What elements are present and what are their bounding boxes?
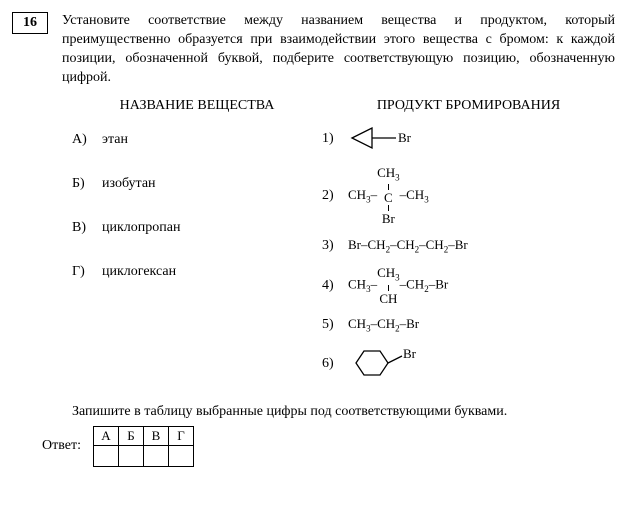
answer-cell-g[interactable] [168, 445, 193, 466]
right-num: 2) [322, 188, 348, 204]
columns: НАЗВАНИЕ ВЕЩЕСТВА А) этан Б) изобутан В)… [72, 98, 615, 394]
left-letter: Г) [72, 264, 102, 280]
svg-text:Br: Br [403, 346, 417, 361]
left-name: циклопропан [102, 220, 180, 236]
left-item-b: Б) изобутан [72, 176, 322, 192]
left-column: НАЗВАНИЕ ВЕЩЕСТВА А) этан Б) изобутан В)… [72, 98, 322, 394]
structure-2: CH3– CH3 C Br –CH3 [348, 166, 429, 226]
right-header: ПРОДУКТ БРОМИРОВАНИЯ [322, 98, 615, 114]
left-item-a: А) этан [72, 132, 322, 148]
header-row: 16 Установите соответствие между названи… [12, 12, 615, 88]
right-item-6: 6) Br [322, 346, 615, 382]
left-name: изобутан [102, 176, 156, 192]
left-header: НАЗВАНИЕ ВЕЩЕСТВА [72, 98, 322, 114]
structure-3: Br–CH2–CH2–CH2–Br [348, 238, 468, 255]
cyclohexyl-icon: Br [348, 346, 424, 380]
answer-label: Ответ: [42, 438, 81, 454]
answer-header-g: Г [168, 426, 193, 445]
left-item-g: Г) циклогексан [72, 264, 322, 280]
structure-5: CH3–CH2–Br [348, 317, 419, 334]
answer-cell-v[interactable] [143, 445, 168, 466]
answer-header-v: В [143, 426, 168, 445]
right-item-1: 1) Br [322, 124, 615, 154]
svg-text:Br: Br [398, 130, 412, 145]
cyclopropyl-icon: Br [348, 124, 418, 152]
right-num: 5) [322, 317, 348, 333]
left-name: этан [102, 132, 128, 148]
structure-1: Br [348, 124, 418, 154]
right-num: 3) [322, 238, 348, 254]
answer-header-b: Б [118, 426, 143, 445]
right-column: ПРОДУКТ БРОМИРОВАНИЯ 1) Br 2) CH3– CH3 [322, 98, 615, 394]
left-letter: Б) [72, 176, 102, 192]
left-letter: В) [72, 220, 102, 236]
right-item-2: 2) CH3– CH3 C Br –CH3 [322, 166, 615, 226]
answer-cell-b[interactable] [118, 445, 143, 466]
structure-6: Br [348, 346, 424, 382]
answer-row: Ответ: А Б В Г [42, 426, 615, 467]
right-num: 1) [322, 131, 348, 147]
footer-instruction: Запишите в таблицу выбранные цифры под с… [72, 404, 615, 420]
right-item-4: 4) CH3– CH3 CH –CH2–Br [322, 266, 615, 305]
right-num: 4) [322, 278, 348, 294]
instruction-text: Установите соответствие между названием … [62, 12, 615, 88]
structure-4: CH3– CH3 CH –CH2–Br [348, 266, 448, 305]
left-name: циклогексан [102, 264, 176, 280]
answer-header-a: А [93, 426, 118, 445]
exercise-page: 16 Установите соответствие между названи… [0, 0, 635, 479]
right-item-5: 5) CH3–CH2–Br [322, 317, 615, 334]
question-number-box: 16 [12, 12, 48, 34]
right-num: 6) [322, 356, 348, 372]
left-letter: А) [72, 132, 102, 148]
answer-table: А Б В Г [93, 426, 194, 467]
right-item-3: 3) Br–CH2–CH2–CH2–Br [322, 238, 615, 255]
answer-cell-a[interactable] [93, 445, 118, 466]
left-item-v: В) циклопропан [72, 220, 322, 236]
